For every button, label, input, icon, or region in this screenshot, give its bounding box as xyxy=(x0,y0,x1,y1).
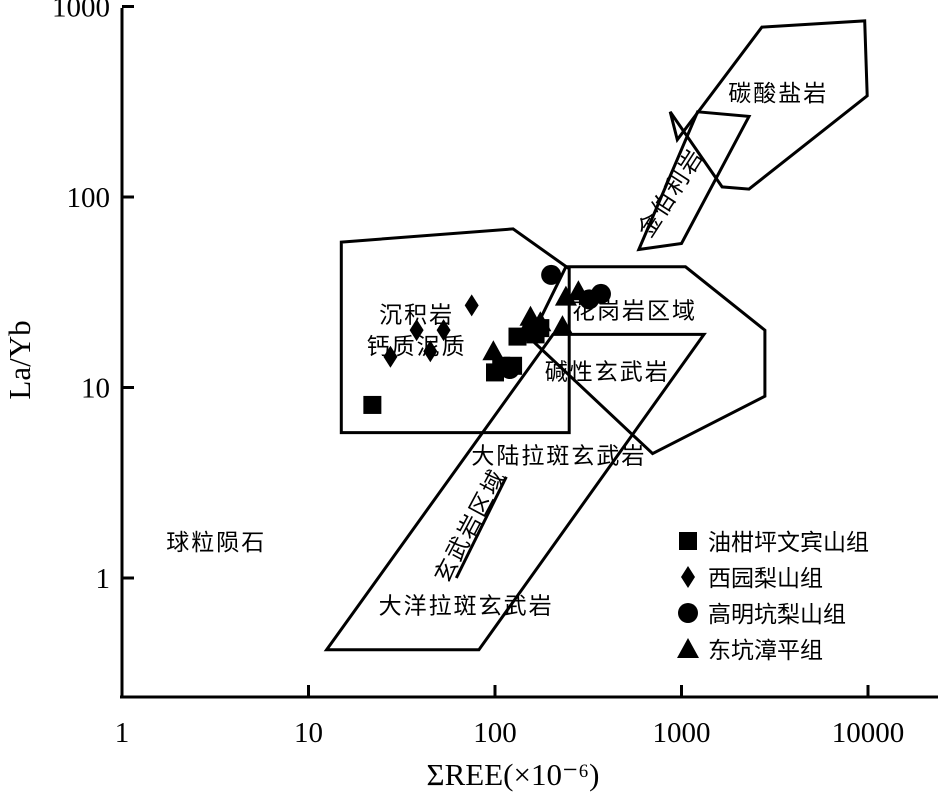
y-tick-label: 1 xyxy=(96,563,111,595)
axes: 1 10 100 1000 10000 1 10 100 1000 xyxy=(52,0,938,749)
x-tick-label: 1000 xyxy=(653,717,711,749)
triangle-marker xyxy=(551,315,574,336)
x-axis-title: ΣREE(×10⁻⁶) xyxy=(427,757,600,792)
y-axis-title: La/Yb xyxy=(2,320,37,399)
region-polygon xyxy=(668,19,869,191)
x-tick-label: 1 xyxy=(115,717,130,749)
y-tick-label: 100 xyxy=(67,182,111,214)
triangle-marker xyxy=(529,311,552,332)
triangle-marker xyxy=(514,321,537,342)
circle-marker xyxy=(590,283,611,304)
triangle-marker xyxy=(567,280,590,301)
region-line xyxy=(454,476,508,579)
region-label: 球粒陨石 xyxy=(166,530,266,556)
circle-marker xyxy=(499,359,520,380)
y-tick-label: 1000 xyxy=(52,0,110,24)
triangle-marker xyxy=(677,638,699,658)
x-tick-label: 100 xyxy=(473,717,517,749)
legend-label: 高明坑梨山组 xyxy=(708,602,846,628)
diamond-marker xyxy=(681,566,695,588)
circle-marker xyxy=(678,603,698,623)
region-polygon xyxy=(323,332,707,652)
diamond-marker xyxy=(436,319,451,342)
region-label: 碱性玄武岩 xyxy=(545,360,670,386)
region-polygon xyxy=(339,227,571,435)
region-polygon xyxy=(636,110,752,252)
diamond-marker xyxy=(383,345,398,368)
region-label: 大陆拉斑玄武岩 xyxy=(471,443,646,469)
legend-label: 东坑漳平组 xyxy=(708,638,823,664)
region-label: 玄武岩区域 xyxy=(430,465,512,588)
diamond-marker xyxy=(464,294,479,317)
region-label: 大洋拉斑玄武岩 xyxy=(379,594,554,620)
triangle-marker xyxy=(482,340,505,361)
circle-marker xyxy=(541,264,562,285)
y-tick-label: 10 xyxy=(81,373,110,405)
region-layer xyxy=(323,19,869,652)
data-points xyxy=(363,264,611,414)
legend-label: 西园梨山组 xyxy=(708,566,823,592)
diamond-marker xyxy=(409,319,424,342)
region-label: 碳酸盐岩 xyxy=(728,81,828,107)
square-marker xyxy=(363,395,382,414)
square-marker xyxy=(679,532,697,550)
region-label: 金伯利岩 xyxy=(633,144,709,242)
triangle-marker xyxy=(554,285,577,306)
legend-label: 油柑坪文宾山组 xyxy=(708,530,869,556)
x-tick-label: 10000 xyxy=(832,717,905,749)
x-tick-label: 10 xyxy=(294,717,323,749)
diamond-marker xyxy=(423,340,438,363)
